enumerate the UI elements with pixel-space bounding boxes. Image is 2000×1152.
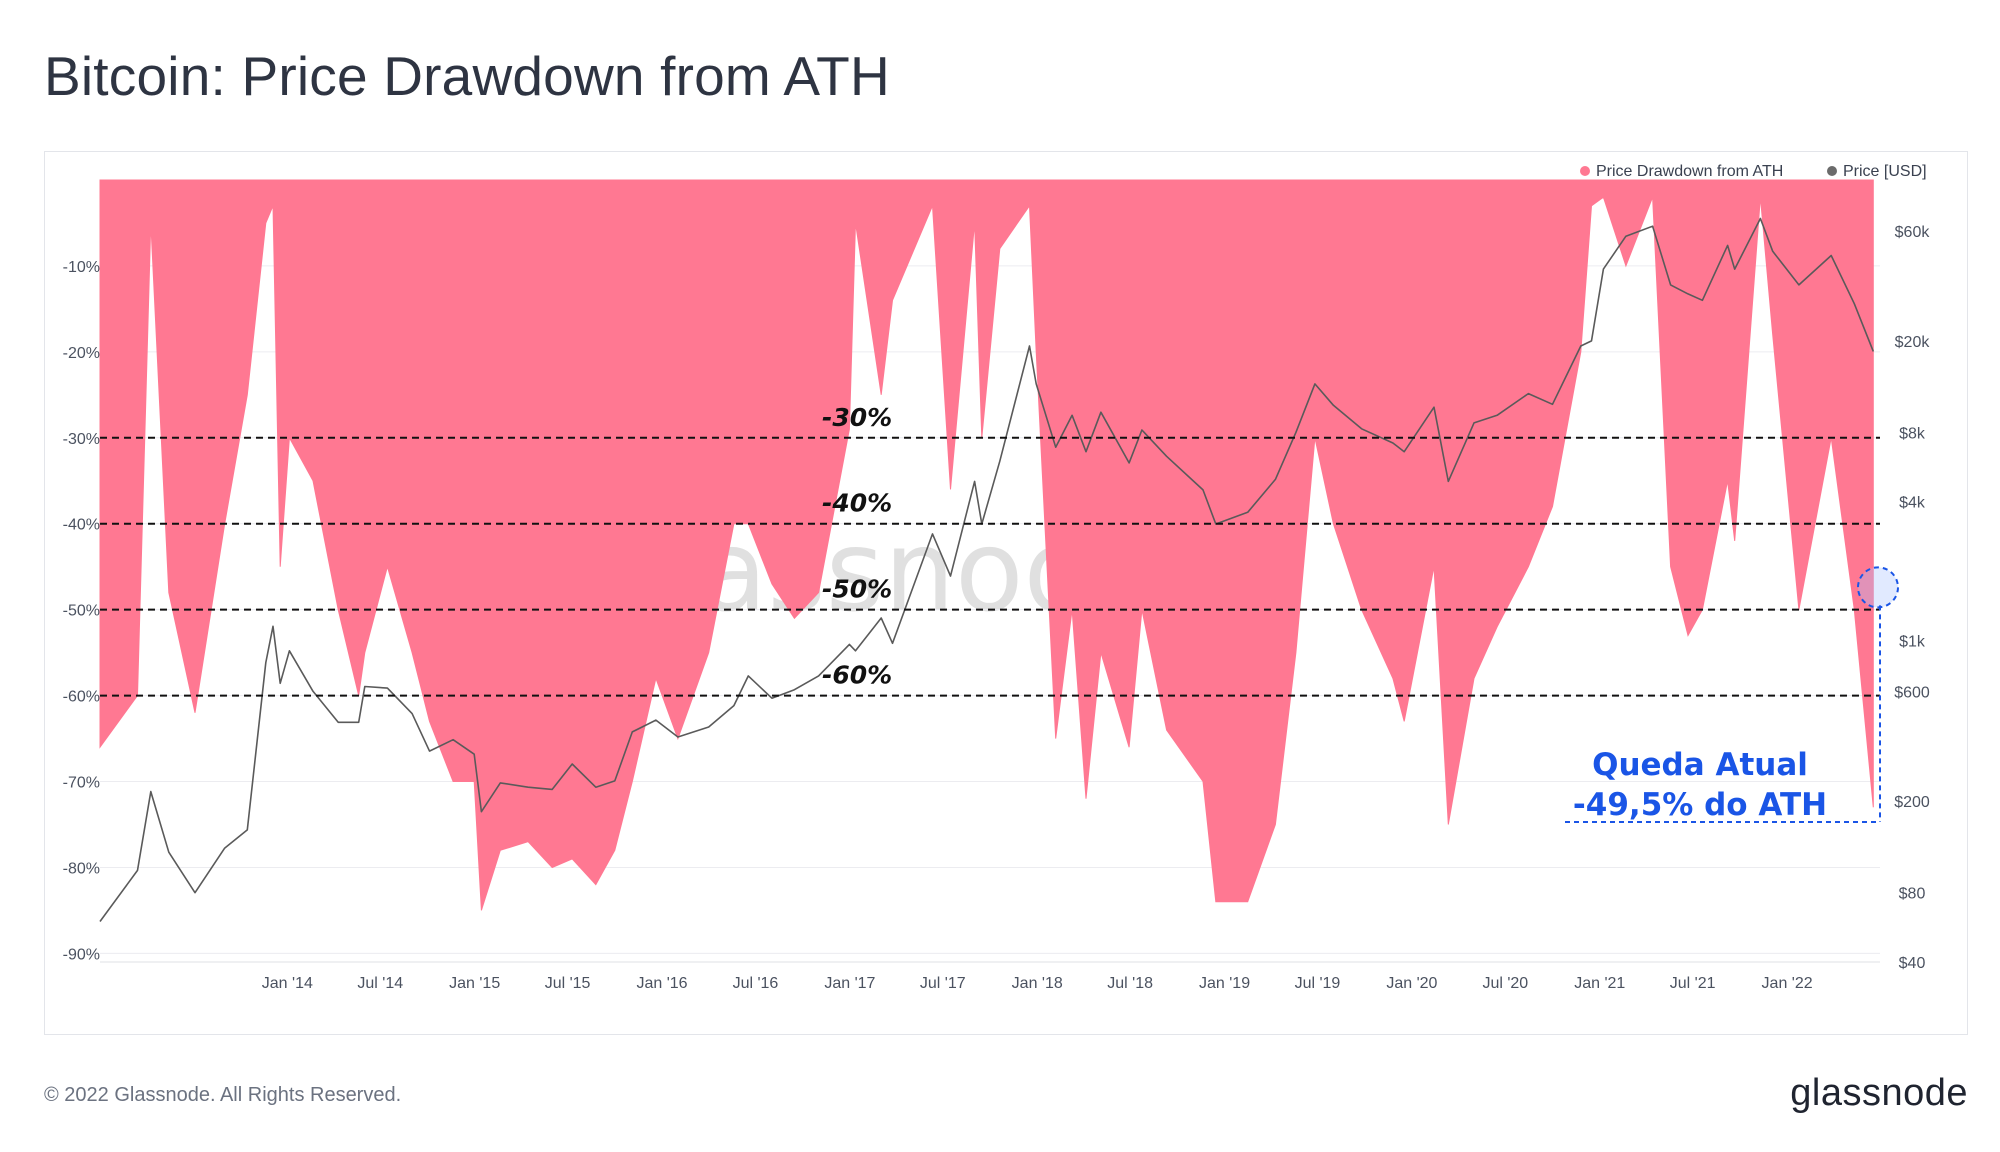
chart-title: Bitcoin: Price Drawdown from ATH <box>44 45 890 107</box>
y-right-tick-label: $1k <box>1899 633 1926 650</box>
x-tick-label: Jul '18 <box>1107 975 1153 992</box>
y-right-tick-label: $4k <box>1899 495 1926 512</box>
x-tick-label: Jan '19 <box>1199 975 1250 992</box>
level-label: -50% <box>822 575 892 604</box>
y-left-tick-label: -30% <box>63 431 100 448</box>
y-left-tick-label: -40% <box>63 517 100 534</box>
x-tick-label: Jul '14 <box>357 975 403 992</box>
y-left-tick-label: -60% <box>63 689 100 706</box>
annotation-line2: -49,5% do ATH <box>1573 787 1827 823</box>
legend-label-price: Price [USD] <box>1843 163 1927 180</box>
level-label: -30% <box>822 403 892 432</box>
x-tick-label: Jan '20 <box>1386 975 1437 992</box>
y-left-tick-label: -50% <box>63 603 100 620</box>
x-tick-label: Jan '17 <box>824 975 875 992</box>
chart-frame <box>44 151 1968 1035</box>
x-tick-label: Jan '21 <box>1574 975 1625 992</box>
y-left-tick-label: -10% <box>63 259 100 276</box>
y-right-tick-label: $8k <box>1899 425 1926 442</box>
legend-label-drawdown: Price Drawdown from ATH <box>1596 163 1783 180</box>
legend-dot-price <box>1827 166 1837 176</box>
y-left-tick-label: -90% <box>63 946 100 963</box>
level-label: -40% <box>822 489 892 518</box>
y-left-tick-label: -80% <box>63 860 100 877</box>
y-left-tick-label: -20% <box>63 345 100 362</box>
x-tick-label: Jul '15 <box>545 975 591 992</box>
y-right-tick-label: $60k <box>1895 224 1931 241</box>
y-right-tick-label: $600 <box>1894 684 1930 701</box>
x-tick-label: Jul '20 <box>1482 975 1528 992</box>
x-tick-label: Jul '21 <box>1670 975 1716 992</box>
y-right-tick-label: $20k <box>1895 334 1931 351</box>
footer-copyright: © 2022 Glassnode. All Rights Reserved. <box>44 1084 402 1106</box>
x-tick-label: Jul '17 <box>920 975 966 992</box>
x-tick-label: Jul '16 <box>733 975 779 992</box>
level-label: -60% <box>822 661 892 690</box>
y-right-tick-label: $200 <box>1894 794 1930 811</box>
x-tick-label: Jan '16 <box>636 975 687 992</box>
price-line <box>99 217 1875 922</box>
x-tick-label: Jul '19 <box>1295 975 1341 992</box>
x-tick-label: Jan '22 <box>1762 975 1813 992</box>
x-tick-label: Jan '15 <box>449 975 500 992</box>
y-right-tick-label: $80 <box>1899 886 1926 903</box>
annotation-line1: Queda Atual <box>1592 747 1808 783</box>
y-right-tick-label: $40 <box>1899 955 1926 972</box>
current-drawdown-marker <box>1857 566 1899 609</box>
x-tick-label: Jan '14 <box>262 975 313 992</box>
x-tick-label: Jan '18 <box>1012 975 1063 992</box>
legend-dot-drawdown <box>1580 166 1590 176</box>
footer-logo: glassnode <box>1790 1072 1968 1114</box>
y-left-tick-label: -70% <box>63 775 100 792</box>
